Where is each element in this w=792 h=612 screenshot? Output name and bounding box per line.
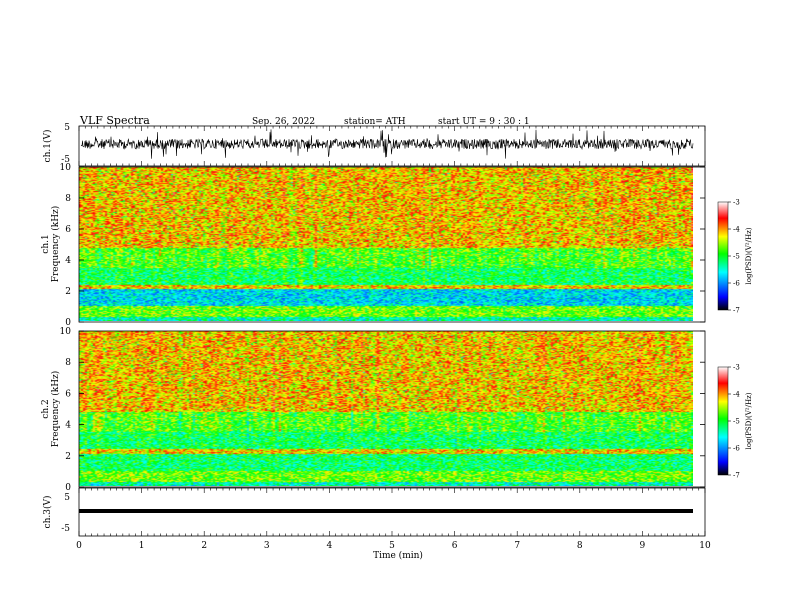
ch2-frequency-ylabel: Frequency (kHz) [50,371,61,448]
ch2-frequency-ticks: 0 2 4 6 8 10 [60,327,705,493]
time-tick-label: 9 [640,541,646,551]
time-tick-label: 10 [699,541,711,551]
ch1-spectrogram-image [79,167,693,321]
ch1-frequency-ticks: 0 2 4 6 8 10 [60,163,705,328]
chart-title: VLF Spectra [79,114,150,127]
ch2-channel-label: ch.2 [41,399,51,418]
time-tick-label: 8 [577,541,583,551]
time-tick-label: 6 [452,541,458,551]
time-tick-label: 7 [514,541,520,551]
ch3-waveform-ylabel: ch.3(V) [42,496,53,529]
colorbar-tick-label: -5 [733,253,740,261]
time-axis: 0 1 2 3 4 5 6 7 8 9 10 [76,126,711,551]
ch1-ytick-bottom: -5 [61,155,70,165]
ch1-waveform-ylabel: ch.1(V) [42,130,53,163]
ch2-spectrogram-frame [78,330,706,488]
colorbar-tick-label: -4 [733,226,740,234]
ch2-colorbar [717,366,729,476]
ch1-ytick-label: 6 [65,225,71,235]
ch1-colorbar-label: log(PSD)(V²/Hz) [745,227,753,284]
ch1-waveform-line [80,129,694,159]
ch2-ytick-label: 4 [65,421,71,431]
ch2-colorbar-label: log(PSD)(V²/Hz) [745,392,753,449]
time-tick-label: 3 [264,541,270,551]
start-time-label: start UT = 9 : 30 : 1 [438,117,530,127]
time-tick-label: 1 [139,541,145,551]
ch1-spectrogram-frame [78,166,706,323]
colorbar-tick-label: -3 [733,364,740,372]
ch2-ytick-label: 8 [65,358,71,368]
ch1-ytick-label: 2 [65,287,71,297]
date-label: Sep. 26, 2022 [252,117,315,127]
colorbar-tick-label: -5 [733,418,740,426]
ch2-spectrogram-image [79,331,693,486]
time-tick-label: 4 [327,541,333,551]
ch2-ytick-label: 0 [65,483,71,493]
ch3-waveform-panel: 5 -5 ch.3(V) 0 1 2 3 4 5 6 7 8 9 10 Time (min) [42,126,711,561]
ch1-ytick-label: 4 [65,256,71,266]
colorbar-tick-label: -6 [733,445,740,453]
time-tick-label: 5 [389,541,395,551]
ch1-ytick-top: 5 [64,123,70,133]
colorbar-tick-label: -7 [733,472,740,480]
time-tick-label: 0 [76,541,82,551]
colorbar-tick-label: -7 [733,307,740,315]
ch2-ytick-label: 2 [65,452,71,462]
ch3-waveform-line [79,509,693,513]
ch3-ytick-top: 5 [64,493,70,503]
ch1-colorbar-ticks: -3 -4 -5 -6 -7 [728,199,740,315]
colorbar-tick-label: -3 [733,199,740,207]
ch2-colorbar-ticks: -3 -4 -5 -6 -7 [728,364,740,480]
ch1-ytick-label: 8 [65,194,71,204]
colorbar-tick-label: -4 [733,391,740,399]
time-axis-label: Time (min) [373,550,423,561]
ch1-ytick-label: 10 [60,163,72,173]
ch1-ytick-label: 0 [65,318,71,328]
ch2-ytick-label: 10 [60,327,72,337]
colorbar-tick-label: -6 [733,280,740,288]
ch1-frequency-ylabel: Frequency (kHz) [50,206,61,283]
ch1-colorbar [717,201,729,311]
ch1-channel-label: ch.1 [41,234,51,253]
ch2-ytick-label: 6 [65,389,71,399]
station-label: station= ATH [344,117,406,127]
ch3-ytick-bottom: -5 [61,524,70,534]
time-tick-label: 2 [201,541,207,551]
